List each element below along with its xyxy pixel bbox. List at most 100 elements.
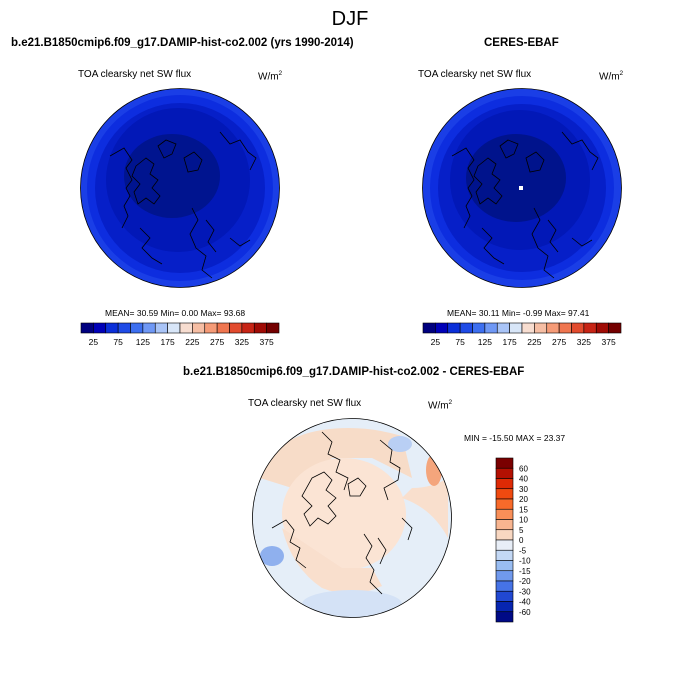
colorbar-cell (192, 322, 206, 334)
colorbar-cell (167, 322, 181, 334)
colorbar-tick-label: -15 (519, 567, 531, 576)
colorbar-cell (495, 590, 514, 602)
colorbar-tick-label: 275 (552, 337, 566, 347)
panel3-polar-map (252, 418, 452, 618)
panel1-map-border (80, 88, 280, 288)
colorbar-tick-label: 5 (519, 526, 524, 535)
figure-title: DJF (331, 8, 369, 30)
colorbar-cell (495, 519, 514, 531)
colorbar-cell (546, 322, 560, 334)
panel1-stats: MEAN= 30.59 Min= 0.00 Max= 93.68 (105, 308, 246, 318)
panel3-coastlines (271, 431, 413, 595)
colorbar-tick-label: 125 (478, 337, 492, 347)
colorbar-cell (142, 322, 156, 334)
panel1-colorbar: 25 75 125 175 225 275 325 375 (80, 322, 280, 347)
colorbar-cell (80, 322, 94, 334)
panel3-positive-south (282, 528, 382, 594)
colorbar-cell (435, 322, 449, 334)
colorbar-tick-label: 10 (519, 516, 528, 525)
panel1-variable-label: TOA clearsky net SW flux (78, 69, 192, 80)
panel3-negative-west (260, 546, 284, 566)
colorbar-cell (495, 508, 514, 520)
panel3-map-border (252, 418, 452, 618)
panel1-core (124, 134, 220, 218)
colorbar-tick-label: 75 (455, 337, 465, 347)
panel3-positive-central (282, 458, 406, 570)
colorbar-cell (229, 322, 243, 334)
colorbar-cell (495, 478, 514, 490)
colorbar-cell (495, 488, 514, 500)
panel2-missing-pole (519, 186, 523, 190)
colorbar-cell (459, 322, 473, 334)
colorbar-cell (495, 539, 514, 551)
colorbar-tick-label: 175 (161, 337, 175, 347)
colorbar-cell (447, 322, 461, 334)
panel3-subtitle: b.e21.B1850cmip6.f09_g17.DAMIP-hist-co2.… (183, 366, 525, 378)
panel2-map-border (422, 88, 622, 288)
colorbar-cell (495, 560, 514, 572)
colorbar-tick-label: 25 (89, 337, 99, 347)
colorbar-cell (495, 580, 514, 592)
colorbar-tick-label: 30 (519, 485, 528, 494)
colorbar-cell (93, 322, 107, 334)
colorbar-cell (495, 498, 514, 510)
colorbar-cell (495, 611, 514, 623)
colorbar-cell (117, 322, 131, 334)
panel3-units: W/m2 (428, 399, 453, 412)
colorbar-tick-label: -60 (519, 608, 531, 617)
colorbar-cell (495, 549, 514, 561)
colorbar-cell (595, 322, 609, 334)
colorbar-tick-label: 60 (519, 464, 528, 473)
colorbar-tick-label: 325 (577, 337, 591, 347)
colorbar-cell (484, 322, 498, 334)
colorbar-tick-label: 175 (503, 337, 517, 347)
panel2-polar-map (422, 88, 622, 288)
panel2-coastlines (451, 131, 599, 279)
colorbar-tick-label: 325 (235, 337, 249, 347)
panel2-variable-label: TOA clearsky net SW flux (418, 69, 532, 80)
colorbar-cell (216, 322, 230, 334)
colorbar-cell (495, 467, 514, 479)
colorbar-cell (495, 601, 514, 613)
panel3-negative-northeast (388, 436, 412, 452)
colorbar-tick-label: 225 (185, 337, 199, 347)
panel3-variable-label: TOA clearsky net SW flux (248, 398, 362, 409)
colorbar-tick-label: 225 (527, 337, 541, 347)
colorbar-cell (154, 322, 168, 334)
colorbar-tick-label: 275 (210, 337, 224, 347)
panel1-units: W/m2 (258, 70, 283, 83)
colorbar-cell (253, 322, 267, 334)
panel2-core (466, 134, 566, 222)
colorbar-tick-label: -40 (519, 598, 531, 607)
colorbar-cell (521, 322, 535, 334)
colorbar-cell (608, 322, 622, 334)
colorbar-tick-label: 125 (136, 337, 150, 347)
colorbar-tick-label: 15 (519, 505, 528, 514)
colorbar-tick-label: 0 (519, 536, 524, 545)
panel2-stats: MEAN= 30.11 Min= -0.99 Max= 97.41 (447, 308, 590, 318)
colorbar-cell (509, 322, 523, 334)
colorbar-tick-label: 375 (260, 337, 274, 347)
colorbar-cell (179, 322, 193, 334)
panel2-units: W/m2 (599, 70, 624, 83)
panel1-coastlines (109, 131, 257, 279)
colorbar-tick-label: -10 (519, 557, 531, 566)
panel2-colorbar: 25 75 125 175 225 275 325 375 (422, 322, 622, 347)
colorbar-cell (534, 322, 548, 334)
colorbar-tick-label: 40 (519, 475, 528, 484)
colorbar-tick-label: -20 (519, 577, 531, 586)
colorbar-tick-label: -5 (519, 546, 527, 555)
colorbar-cell (495, 570, 514, 582)
colorbar-cell (495, 457, 514, 469)
colorbar-cell (472, 322, 486, 334)
colorbar-cell (583, 322, 597, 334)
colorbar-tick-label: 20 (519, 495, 528, 504)
colorbar-cell (571, 322, 585, 334)
panel3-negative-south (302, 590, 402, 618)
panel2-subtitle: CERES-EBAF (484, 37, 559, 49)
colorbar-cell (496, 322, 510, 334)
colorbar-cell (422, 322, 436, 334)
colorbar-cell (266, 322, 280, 334)
colorbar-cell (241, 322, 255, 334)
